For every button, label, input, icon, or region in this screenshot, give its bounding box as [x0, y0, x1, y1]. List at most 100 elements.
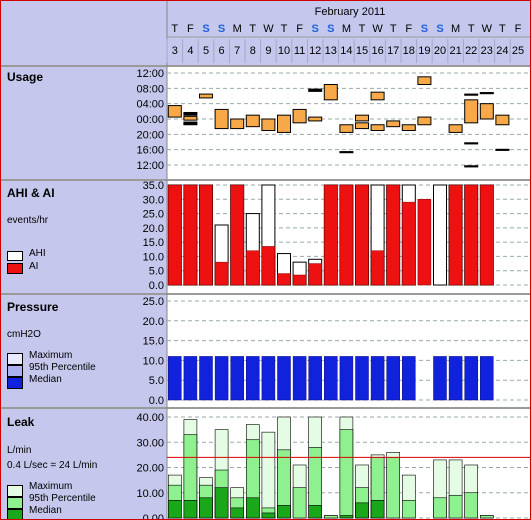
- usage-tick-label: 16:00: [136, 145, 164, 157]
- day-number-label: 24: [496, 45, 508, 57]
- leak-tick-label: 10.00: [136, 488, 164, 500]
- pressure-median-bar: [370, 356, 385, 401]
- separator-ahi: [1, 179, 530, 181]
- legend-label-leak-p95: 95th Percentile: [29, 493, 96, 504]
- pressure-median-bar: [230, 356, 244, 401]
- ai-bar: [339, 184, 354, 286]
- usage-session-bar: [339, 151, 354, 154]
- day-number-label: 21: [449, 45, 461, 57]
- usage-session-bar: [245, 114, 260, 128]
- day-number-label: 8: [250, 45, 256, 57]
- ahi-tick-label: 10.0: [143, 251, 164, 263]
- pressure-tick-label: 10.0: [143, 355, 164, 367]
- weekday-label: T: [499, 23, 506, 35]
- legend-swatch-leak-p95: [7, 497, 23, 509]
- weekday-label: T: [359, 23, 366, 35]
- pressure-tick-label: 5.0: [149, 375, 164, 387]
- usage-session-bar: [183, 121, 198, 126]
- day-number-label: 10: [278, 45, 290, 57]
- ahi-tick-label: 25.0: [143, 209, 164, 221]
- day-number-label: 11: [294, 45, 305, 57]
- legend-swatch-leak-max: [7, 485, 23, 497]
- leak-median-bar: [230, 507, 244, 519]
- pressure-median-bar: [308, 356, 322, 401]
- leak-tick-label: 0.00: [143, 513, 164, 520]
- usage-session-bar: [479, 103, 494, 120]
- ahi-tick-label: 15.0: [143, 237, 164, 249]
- legend-label-ai: AI: [29, 261, 39, 272]
- legend-swatch-pressure-max: [7, 353, 23, 365]
- usage-session-bar: [448, 124, 463, 133]
- leak-median-bar: [261, 512, 276, 519]
- day-number-label: 25: [512, 45, 524, 57]
- pressure-median-bar: [448, 356, 463, 401]
- weekday-label: S: [327, 23, 334, 35]
- leak-tick-label: 40.00: [136, 412, 164, 424]
- legend-label-ahi: AHI: [29, 248, 46, 259]
- ai-bar: [168, 184, 182, 286]
- day-number-label: 23: [481, 45, 493, 57]
- day-number-label: 7: [234, 45, 240, 57]
- weekday-label: F: [405, 23, 412, 35]
- usage-session-bar: [292, 108, 307, 124]
- weekday-label: W: [482, 23, 493, 35]
- pressure-tick-label: 20.0: [143, 316, 164, 328]
- ai-bar: [277, 273, 291, 286]
- usage-session-bar: [355, 114, 369, 122]
- legend-swatch-leak-median: [7, 509, 23, 519]
- usage-session-bar: [355, 122, 369, 130]
- pressure-label-block: Pressure cmH2O Maximum 95th Percentile M…: [1, 295, 167, 407]
- legend-swatch-pressure-p95: [7, 365, 23, 377]
- leak-median-bar: [183, 500, 198, 519]
- ai-bar: [480, 184, 494, 286]
- pressure-median-bar: [277, 356, 291, 401]
- pressure-median-bar: [386, 356, 400, 401]
- pressure-median-bar: [214, 356, 229, 401]
- usage-session-bar: [183, 111, 198, 116]
- usage-session-bar: [386, 120, 401, 128]
- day-number-label: 15: [356, 45, 368, 57]
- usage-title: Usage: [7, 70, 44, 84]
- leak-p95-bar: [448, 494, 463, 519]
- pressure-tick-label: 0.0: [149, 395, 164, 407]
- separator-usage: [1, 65, 530, 67]
- leak-p95-bar: [292, 487, 307, 519]
- day-number-label: 14: [340, 45, 352, 57]
- usage-tick-label: 00:00: [136, 114, 164, 126]
- header-bg: [167, 1, 530, 65]
- leak-p95-bar: [401, 500, 416, 519]
- pressure-median-bar: [246, 356, 260, 401]
- legend-label-pressure-p95: 95th Percentile: [29, 362, 96, 373]
- usage-session-bar: [308, 88, 323, 92]
- day-number-label: 22: [465, 45, 477, 57]
- pressure-median-bar: [480, 356, 494, 401]
- weekday-label: S: [421, 23, 428, 35]
- weekday-label: S: [202, 23, 209, 35]
- usage-session-bar: [464, 93, 479, 96]
- leak-median-bar: [199, 497, 213, 519]
- pressure-title: Pressure: [7, 300, 59, 314]
- leak-median-bar: [214, 487, 229, 519]
- usage-tick-label: 12:00: [136, 68, 164, 80]
- leak-p95-bar: [339, 429, 354, 519]
- leak-title: Leak: [7, 415, 35, 429]
- leak-median-bar: [339, 515, 354, 519]
- pressure-median-bar: [402, 356, 416, 401]
- pressure-median-bar: [324, 356, 338, 401]
- usage-session-bar: [417, 116, 432, 126]
- leak-median-bar: [246, 497, 260, 519]
- day-number-label: 9: [265, 45, 271, 57]
- leak-median-bar: [355, 502, 369, 519]
- usage-session-bar: [230, 118, 245, 130]
- leak-max-bar: [261, 431, 276, 519]
- weekday-label: T: [249, 23, 256, 35]
- leak-tick-label: 30.00: [136, 437, 164, 449]
- ai-bar: [183, 184, 198, 286]
- usage-session-bar: [370, 124, 385, 131]
- ahi-title: AHI & AI: [7, 186, 55, 200]
- usage-session-bar: [214, 108, 229, 130]
- weekday-label: M: [233, 23, 242, 35]
- usage-session-bar: [167, 105, 182, 118]
- weekday-label: S: [312, 23, 319, 35]
